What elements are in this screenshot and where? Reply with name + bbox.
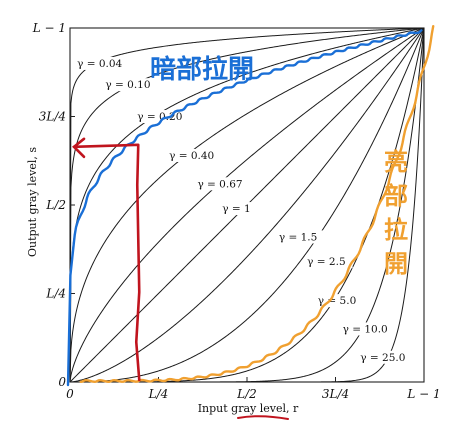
orange-annotation-char: 拉 bbox=[384, 216, 408, 244]
orange-annotation-char: 亮 bbox=[384, 148, 408, 176]
gamma-curve bbox=[69, 27, 425, 383]
x-tick-label: 0 bbox=[66, 387, 74, 401]
x-tick-label: L/2 bbox=[236, 387, 257, 401]
orange-annotation-char: 開 bbox=[384, 250, 408, 278]
x-axis-label: Input gray level, r bbox=[198, 402, 299, 415]
gamma-labels: γ = 0.04 γ = 0.10 γ = 0.20 γ = 0.40 γ = 0.67… bbox=[75, 56, 412, 364]
gamma-label-bg bbox=[358, 350, 412, 364]
gamma-label: γ = 0.04 bbox=[77, 58, 122, 70]
y-tick-label: 0 bbox=[58, 375, 66, 389]
x-tick-label: L − 1 bbox=[406, 387, 440, 401]
gamma-label-bg bbox=[276, 230, 325, 244]
red-underline bbox=[237, 415, 289, 420]
gamma-label: γ = 0.10 bbox=[105, 79, 150, 91]
gamma-label: γ = 1.5 bbox=[279, 231, 317, 243]
gamma-label: γ = 0.20 bbox=[137, 111, 182, 123]
gamma-curve bbox=[69, 27, 425, 383]
gamma-curve bbox=[69, 27, 425, 383]
gamma-label-bg bbox=[195, 177, 250, 191]
gamma-label-bg bbox=[305, 255, 353, 269]
gamma-label: γ = 1 bbox=[222, 203, 250, 215]
gamma-label-bg bbox=[220, 202, 256, 216]
gamma-label: γ = 0.40 bbox=[169, 150, 214, 162]
gamma-label: γ = 0.67 bbox=[197, 178, 242, 190]
x-tick-label: 3L/4 bbox=[322, 387, 349, 401]
gamma-label: γ = 2.5 bbox=[307, 256, 345, 268]
gamma-curve bbox=[69, 27, 425, 383]
gamma-label: γ = 25.0 bbox=[360, 352, 405, 364]
gamma-label-bg bbox=[135, 110, 189, 124]
gamma-curve bbox=[69, 27, 425, 383]
axis-ticks: 0 L/4 L/2 3L/4 L − 1 0 L/4 L/2 3L/4 L − 1 bbox=[32, 21, 441, 401]
red-arrowhead bbox=[72, 137, 86, 159]
y-tick-label: L/2 bbox=[45, 198, 66, 212]
blue-annotation-text: 暗部拉開 bbox=[150, 54, 254, 85]
y-tick-label: L − 1 bbox=[32, 21, 66, 35]
y-axis-label: Output gray level, s bbox=[26, 147, 39, 257]
gamma-label-bg bbox=[103, 78, 157, 92]
gamma-label-bg bbox=[75, 56, 129, 70]
gamma-label-bg bbox=[167, 148, 221, 162]
red-marker-line bbox=[72, 143, 141, 382]
y-tick-label: L/4 bbox=[45, 287, 66, 301]
gamma-curve bbox=[70, 27, 425, 383]
gamma-label-bg bbox=[340, 322, 395, 336]
orange-annotation-char: 部 bbox=[384, 182, 408, 210]
y-tick-label: 3L/4 bbox=[39, 110, 66, 124]
gamma-label: γ = 10.0 bbox=[343, 323, 388, 335]
x-tick-label: L/4 bbox=[148, 387, 169, 401]
